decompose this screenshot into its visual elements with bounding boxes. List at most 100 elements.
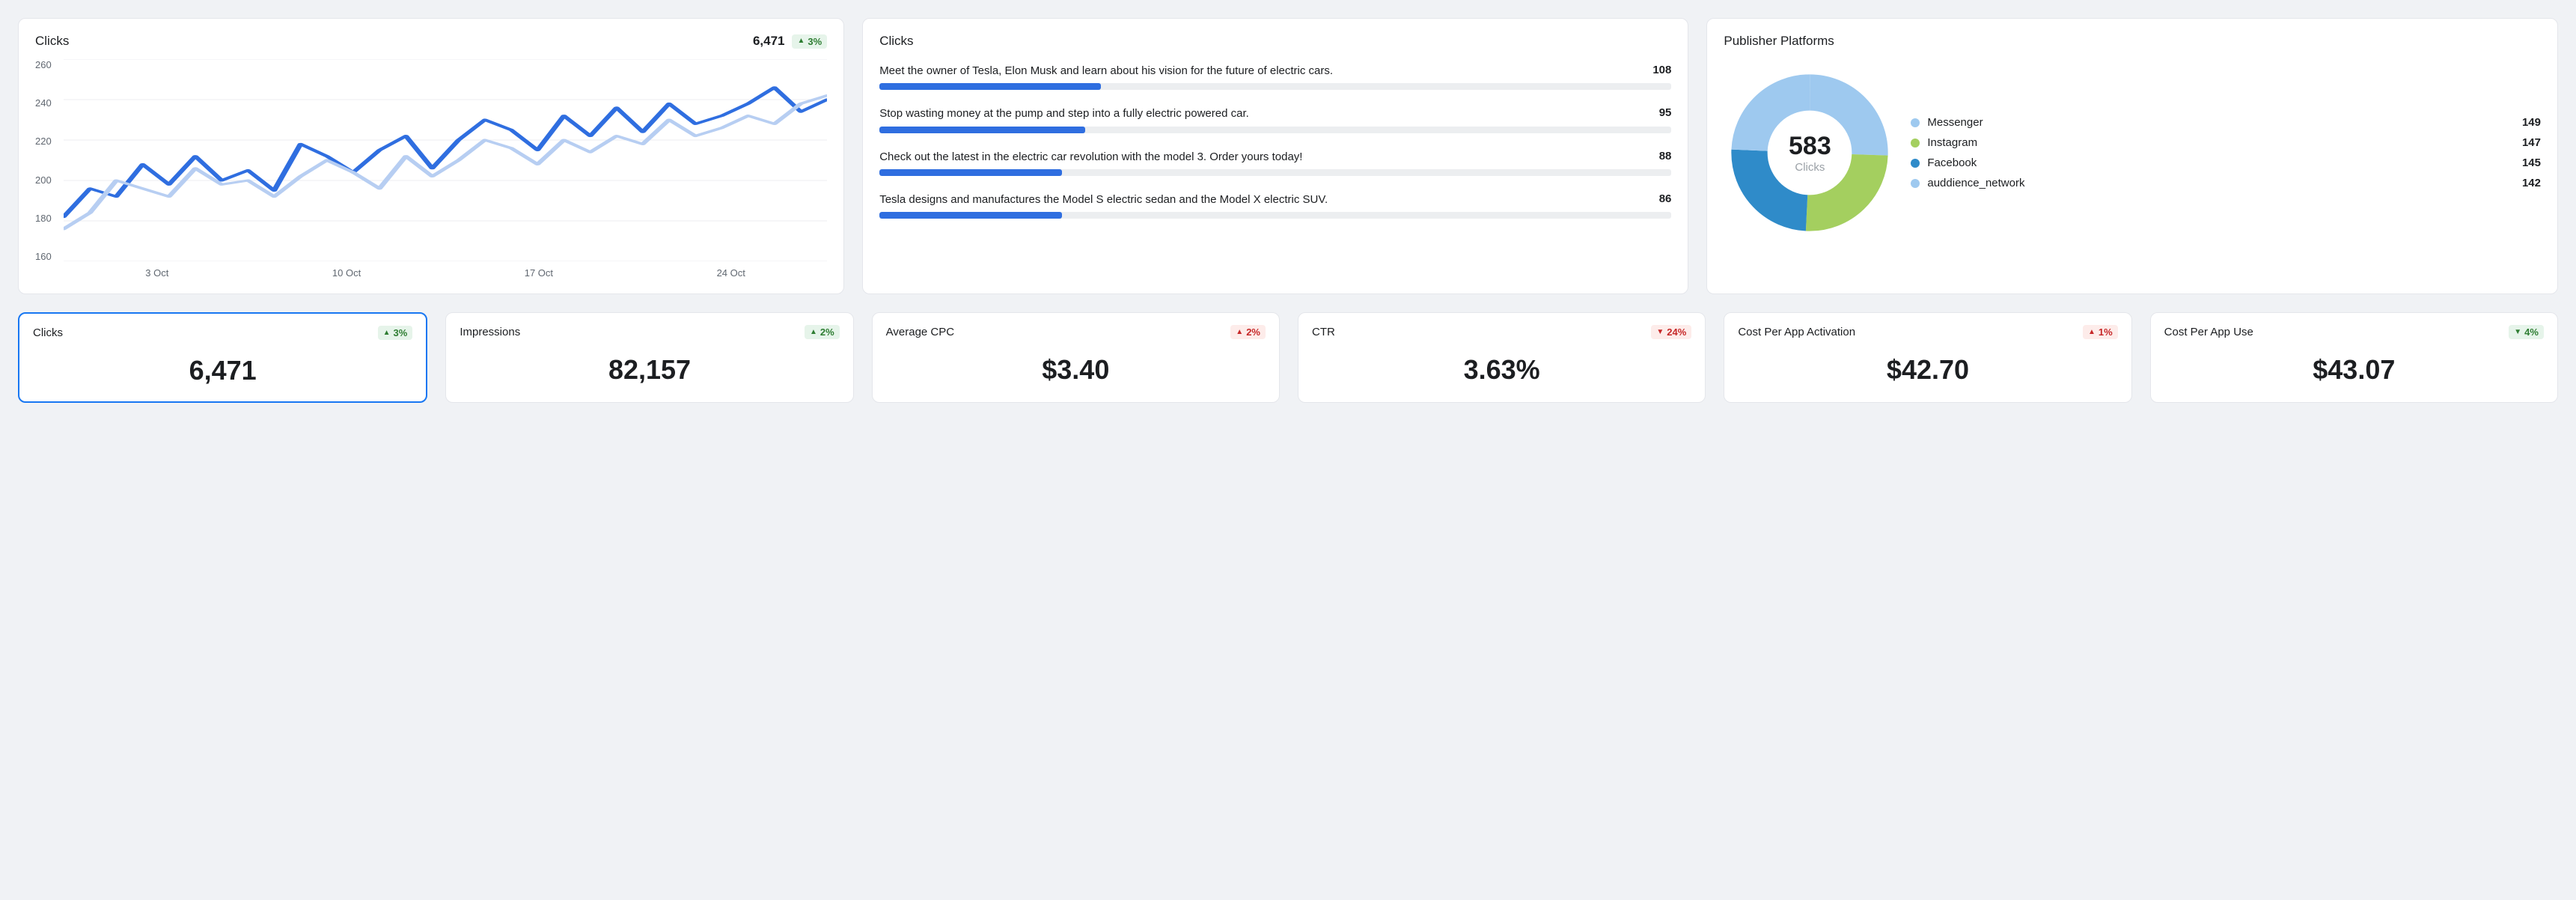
legend-dot-icon xyxy=(1911,179,1920,188)
tile-header: Impressions ▲2% xyxy=(460,325,839,339)
legend-row[interactable]: Instagram 147 xyxy=(1911,136,2541,149)
bar-item[interactable]: Check out the latest in the electric car… xyxy=(879,150,1671,176)
y-tick: 160 xyxy=(35,251,61,262)
bar-item[interactable]: Tesla designs and manufactures the Model… xyxy=(879,192,1671,219)
bar-list-card: Clicks Meet the owner of Tesla, Elon Mus… xyxy=(862,18,1688,294)
bar-item-value: 88 xyxy=(1659,150,1672,162)
y-tick: 200 xyxy=(35,174,61,186)
bar-list: Meet the owner of Tesla, Elon Musk and l… xyxy=(879,59,1671,219)
y-tick: 220 xyxy=(35,136,61,147)
clicks-chart-card: Clicks 6,471 ▲ 3% 260 240 220 200 180 160 3 O… xyxy=(18,18,844,294)
bar-item-text: Meet the owner of Tesla, Elon Musk and l… xyxy=(879,64,1645,79)
tile-trend-label: 2% xyxy=(1246,326,1260,338)
tile-value: $42.70 xyxy=(1738,354,2117,386)
legend-dot-icon xyxy=(1911,139,1920,148)
x-tick: 10 Oct xyxy=(332,267,361,279)
trend-up-icon: ▲ xyxy=(797,37,805,45)
clicks-chart-trend-badge: ▲ 3% xyxy=(792,34,827,49)
bar-item-text: Tesla designs and manufactures the Model… xyxy=(879,192,1652,207)
clicks-chart-plot xyxy=(64,59,827,261)
tile-trend-badge: ▲2% xyxy=(1230,325,1266,339)
legend-label: Instagram xyxy=(1927,136,2515,149)
bar-item-text: Check out the latest in the electric car… xyxy=(879,150,1652,165)
tile-title: Clicks xyxy=(33,326,63,339)
tile-title: Average CPC xyxy=(886,326,954,338)
trend-down-icon: ▼ xyxy=(1656,329,1664,336)
tile-trend-label: 1% xyxy=(2099,326,2113,338)
bar-fill xyxy=(879,169,1061,176)
tile-header: Cost Per App Activation ▲1% xyxy=(1738,325,2117,339)
trend-up-icon: ▲ xyxy=(810,329,817,336)
legend-row[interactable]: Facebook 145 xyxy=(1911,156,2541,169)
tile-header: Average CPC ▲2% xyxy=(886,325,1266,339)
legend-label: Facebook xyxy=(1927,156,2515,169)
dashboard: Clicks 6,471 ▲ 3% 260 240 220 200 180 160 3 O… xyxy=(18,18,2558,403)
legend-dot-icon xyxy=(1911,159,1920,168)
legend-dot-icon xyxy=(1911,118,1920,127)
metric-tile[interactable]: Clicks ▲3% 6,471 xyxy=(18,312,427,403)
bar-list-title: Clicks xyxy=(879,34,1671,49)
trend-up-icon: ▲ xyxy=(1236,329,1243,336)
clicks-chart-title: Clicks xyxy=(35,34,753,49)
x-tick: 24 Oct xyxy=(717,267,745,279)
clicks-chart-body: 260 240 220 200 180 160 3 Oct 10 Oct 17 Oct 24 O… xyxy=(35,59,827,279)
legend-row[interactable]: Messenger 149 xyxy=(1911,116,2541,129)
tile-trend-badge: ▲2% xyxy=(805,325,840,339)
clicks-chart-xaxis: 3 Oct 10 Oct 17 Oct 24 Oct xyxy=(64,267,827,279)
trend-up-icon: ▲ xyxy=(2088,329,2096,336)
legend-label: Messenger xyxy=(1927,116,2515,129)
tile-trend-badge: ▲1% xyxy=(2083,325,2118,339)
bar-item[interactable]: Meet the owner of Tesla, Elon Musk and l… xyxy=(879,64,1671,90)
tile-trend-badge: ▲3% xyxy=(378,326,413,340)
donut-legend: Messenger 149 Instagram 147 Facebook 145 auddi… xyxy=(1911,116,2541,189)
tile-trend-badge: ▼4% xyxy=(2509,325,2544,339)
bar-item-value: 86 xyxy=(1659,192,1672,205)
metric-tiles-row: Clicks▲3%6,471Impressions▲2%82,157Averag… xyxy=(18,312,2558,403)
donut-body: 583 Clicks Messenger 149 Instagram 147 Faceb… xyxy=(1724,59,2541,239)
top-row: Clicks 6,471 ▲ 3% 260 240 220 200 180 160 3 O… xyxy=(18,18,2558,294)
donut-card: Publisher Platforms 583 Clicks Messenger… xyxy=(1706,18,2558,294)
y-tick: 180 xyxy=(35,213,61,224)
metric-tile[interactable]: Cost Per App Use▼4%$43.07 xyxy=(2150,312,2558,403)
bar-track xyxy=(879,169,1671,176)
metric-tile[interactable]: Average CPC ▲2% $3.40 xyxy=(872,312,1280,403)
tile-trend-label: 2% xyxy=(820,326,834,338)
y-tick: 240 xyxy=(35,97,61,109)
bar-item-text: Stop wasting money at the pump and step … xyxy=(879,106,1652,121)
donut-chart: 583 Clicks xyxy=(1724,67,1896,239)
legend-value: 145 xyxy=(2522,156,2541,169)
tile-title: Impressions xyxy=(460,326,520,338)
legend-value: 147 xyxy=(2522,136,2541,149)
tile-title: Cost Per App Activation xyxy=(1738,326,1855,338)
metric-tile[interactable]: Cost Per App Activation ▲1% $42.70 xyxy=(1724,312,2131,403)
donut-center-label: Clicks xyxy=(1795,161,1825,174)
tile-value: $43.07 xyxy=(2164,354,2544,386)
clicks-chart-yaxis: 260 240 220 200 180 160 xyxy=(35,59,61,262)
x-tick: 17 Oct xyxy=(525,267,553,279)
x-tick: 3 Oct xyxy=(145,267,168,279)
bar-item[interactable]: Stop wasting money at the pump and step … xyxy=(879,106,1671,133)
tile-trend-label: 24% xyxy=(1667,326,1686,338)
tile-value: 82,157 xyxy=(460,354,839,386)
y-tick: 260 xyxy=(35,59,61,70)
line-series-current xyxy=(64,88,827,217)
bar-fill xyxy=(879,212,1061,219)
trend-down-icon: ▼ xyxy=(2514,329,2521,336)
line-series-previous xyxy=(64,96,827,229)
trend-up-icon: ▲ xyxy=(383,329,391,337)
tile-value: $3.40 xyxy=(886,354,1266,386)
donut-header: Publisher Platforms xyxy=(1724,34,2541,49)
bar-track xyxy=(879,83,1671,90)
legend-row[interactable]: auddience_network142 xyxy=(1911,177,2541,189)
tile-trend-badge: ▼24% xyxy=(1651,325,1691,339)
legend-value: 142 xyxy=(2522,177,2541,189)
bar-item-value: 108 xyxy=(1652,64,1671,76)
clicks-chart-header: Clicks 6,471 ▲ 3% xyxy=(35,34,827,49)
tile-value: 3.63% xyxy=(1312,354,1691,386)
metric-tile[interactable]: CTR▼24%3.63% xyxy=(1298,312,1706,403)
donut-center-value: 583 xyxy=(1789,132,1831,161)
tile-value: 6,471 xyxy=(33,355,412,386)
legend-value: 149 xyxy=(2522,116,2541,129)
metric-tile[interactable]: Impressions ▲2% 82,157 xyxy=(445,312,853,403)
tile-trend-label: 3% xyxy=(394,327,408,338)
